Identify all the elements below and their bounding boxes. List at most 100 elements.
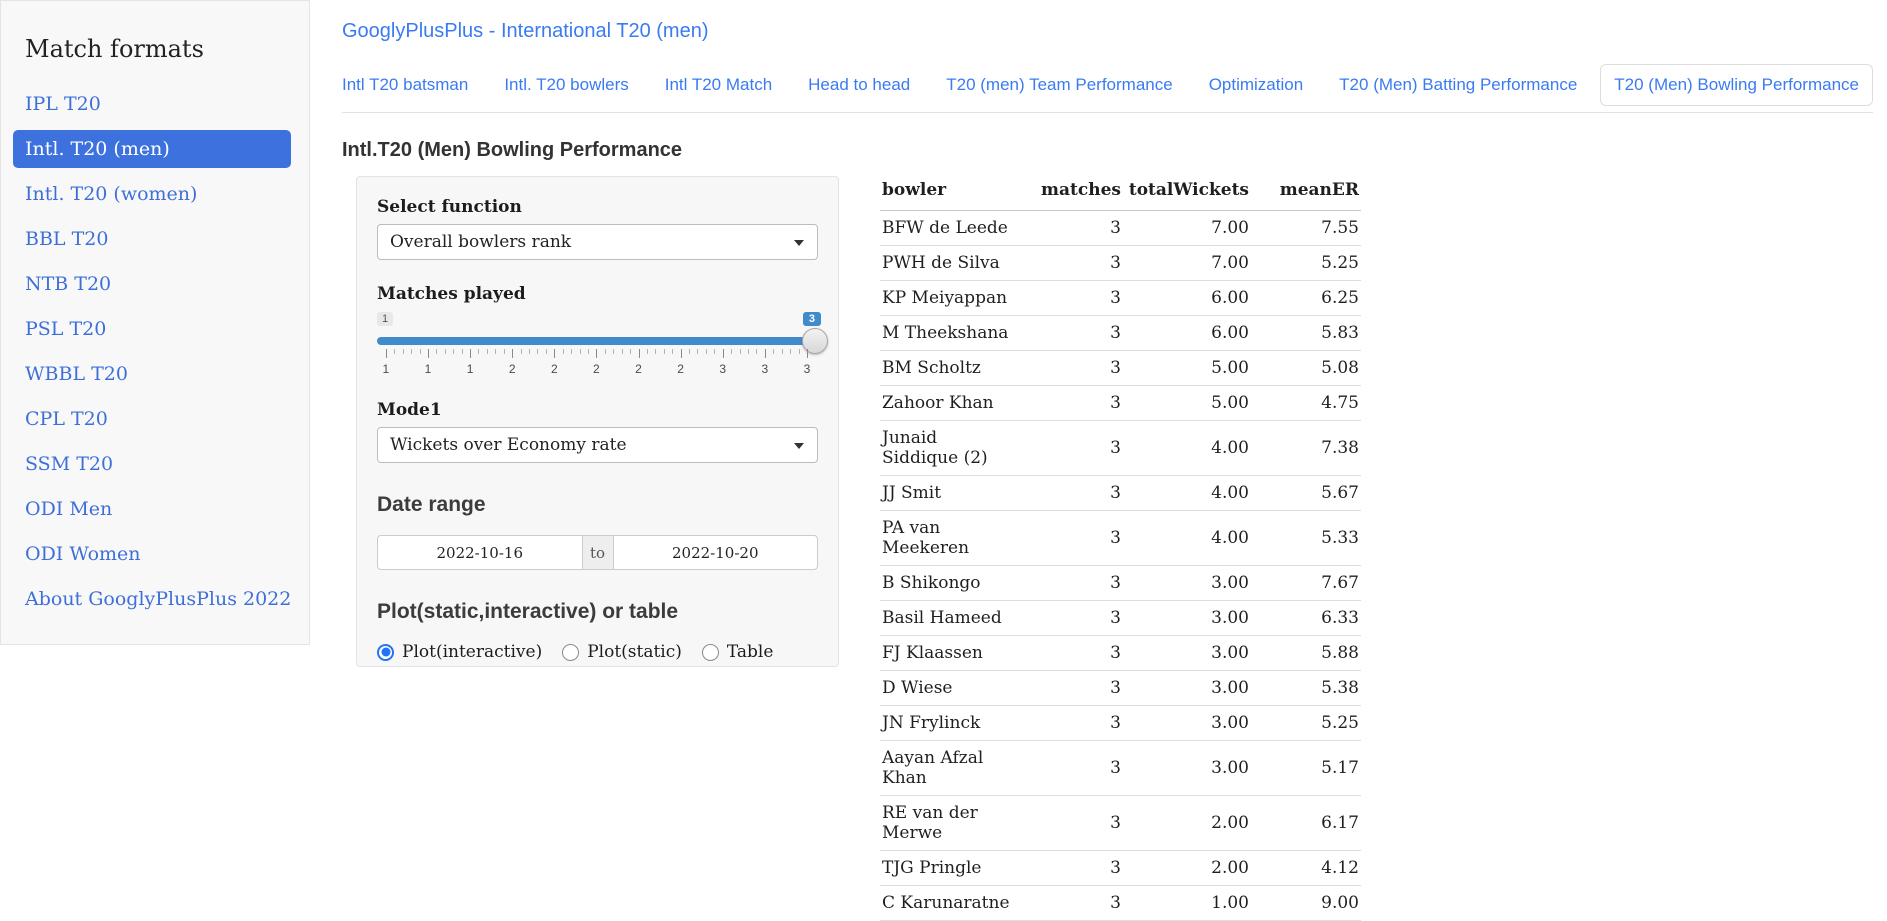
slider-minor-tick xyxy=(714,349,715,354)
slider-tick-label: 2 xyxy=(677,362,684,376)
table-cell: 3 xyxy=(1018,636,1123,671)
sidebar-item[interactable]: ODI Women xyxy=(1,535,309,573)
table-cell: 6.00 xyxy=(1123,281,1251,316)
tab[interactable]: T20 (Men) Bowling Performance xyxy=(1600,64,1873,106)
table-cell: 3 xyxy=(1018,281,1123,316)
slider-minor-tick xyxy=(664,349,665,354)
sidebar-item[interactable]: BBL T20 xyxy=(1,220,309,258)
tab[interactable]: Intl T20 batsman xyxy=(329,65,481,105)
slider-minor-tick xyxy=(462,349,463,354)
table-cell: 5.38 xyxy=(1251,671,1361,706)
sidebar-item[interactable]: Intl. T20 (men) xyxy=(13,130,291,168)
slider-minor-tick xyxy=(495,349,496,354)
table-cell: 5.33 xyxy=(1251,511,1361,566)
sidebar-item[interactable]: CPL T20 xyxy=(1,400,309,438)
slider-minor-tick xyxy=(403,349,404,354)
slider-major-tick xyxy=(596,349,597,358)
table-cell: 6.00 xyxy=(1123,316,1251,351)
slider-minor-tick xyxy=(571,349,572,354)
radio-label: Plot(static) xyxy=(587,642,682,662)
table-cell: 7.38 xyxy=(1251,421,1361,476)
table-cell: 3 xyxy=(1018,351,1123,386)
table-cell: C Karunaratne xyxy=(880,886,1018,921)
slider-minor-tick xyxy=(546,349,547,354)
table-cell: 3.00 xyxy=(1123,636,1251,671)
table-cell: Zahoor Khan xyxy=(880,386,1018,421)
slider-minor-tick xyxy=(689,349,690,354)
table-cell: 5.25 xyxy=(1251,246,1361,281)
table-cell: 4.00 xyxy=(1123,421,1251,476)
select-function-dropdown[interactable]: Overall bowlers rank xyxy=(377,224,818,260)
tab[interactable]: Intl. T20 bowlers xyxy=(491,65,641,105)
mode1-dropdown[interactable]: Wickets over Economy rate xyxy=(377,427,818,463)
sidebar-item[interactable]: ODI Men xyxy=(1,490,309,528)
radio-button-icon[interactable] xyxy=(377,644,394,661)
sidebar-item[interactable]: WBBL T20 xyxy=(1,355,309,393)
table-cell: 3 xyxy=(1018,316,1123,351)
slider-minor-tick xyxy=(605,349,606,354)
tab[interactable]: T20 (men) Team Performance xyxy=(933,65,1185,105)
sidebar-item[interactable]: Intl. T20 (women) xyxy=(1,175,309,213)
slider-tick-label: 1 xyxy=(467,362,474,376)
radio-option[interactable]: Table xyxy=(702,642,774,662)
slider-major-tick xyxy=(428,349,429,358)
radio-option[interactable]: Plot(static) xyxy=(562,642,682,662)
slider-minor-tick xyxy=(647,349,648,354)
tab[interactable]: Optimization xyxy=(1196,65,1316,105)
plot-or-table-radio-group: Plot(interactive) Plot(static) Table xyxy=(377,642,818,662)
slider-tick-label: 2 xyxy=(509,362,516,376)
date-range-label: Date range xyxy=(377,493,818,517)
slider-tick-label: 3 xyxy=(804,362,811,376)
table-cell: 6.33 xyxy=(1251,601,1361,636)
sidebar-item[interactable]: PSL T20 xyxy=(1,310,309,348)
sidebar-item[interactable]: NTB T20 xyxy=(1,265,309,303)
date-range-group: to xyxy=(377,535,818,570)
date-from-input[interactable] xyxy=(377,535,583,570)
sidebar-item[interactable]: About GooglyPlusPlus 2022 xyxy=(1,580,309,618)
slider-value-badge: 3 xyxy=(803,312,821,326)
radio-button-icon[interactable] xyxy=(562,644,579,661)
slider-minor-tick xyxy=(782,349,783,354)
slider-minor-tick xyxy=(731,349,732,354)
slider-minor-tick xyxy=(580,349,581,354)
table-cell: 5.00 xyxy=(1123,386,1251,421)
slider-tick-label: 2 xyxy=(593,362,600,376)
slider-minor-tick xyxy=(756,349,757,354)
table-cell: 3.00 xyxy=(1123,706,1251,741)
tab[interactable]: Head to head xyxy=(795,65,923,105)
slider-major-tick xyxy=(386,349,387,358)
table-cell: 7.67 xyxy=(1251,566,1361,601)
table-cell: 5.17 xyxy=(1251,741,1361,796)
radio-option[interactable]: Plot(interactive) xyxy=(377,642,542,662)
tab[interactable]: T20 (Men) Batting Performance xyxy=(1326,65,1590,105)
table-cell: 5.83 xyxy=(1251,316,1361,351)
table-cell: FJ Klaassen xyxy=(880,636,1018,671)
radio-label: Plot(interactive) xyxy=(402,642,542,662)
table-cell: KP Meiyappan xyxy=(880,281,1018,316)
slider-major-tick xyxy=(723,349,724,358)
table-cell: 5.08 xyxy=(1251,351,1361,386)
date-to-input[interactable] xyxy=(613,535,819,570)
radio-button-icon[interactable] xyxy=(702,644,719,661)
table-cell: 3 xyxy=(1018,796,1123,851)
tab[interactable]: Intl T20 Match xyxy=(652,65,785,105)
sidebar-item[interactable]: IPL T20 xyxy=(1,85,309,123)
table-cell: 3 xyxy=(1018,511,1123,566)
slider-track[interactable] xyxy=(377,337,818,345)
sidebar-item[interactable]: SSM T20 xyxy=(1,445,309,483)
table-cell: 3.00 xyxy=(1123,601,1251,636)
slider-minor-tick xyxy=(613,349,614,354)
slider-major-tick xyxy=(681,349,682,358)
table-cell: 3 xyxy=(1018,706,1123,741)
table-cell: Basil Hameed xyxy=(880,601,1018,636)
table-cell: 3 xyxy=(1018,386,1123,421)
